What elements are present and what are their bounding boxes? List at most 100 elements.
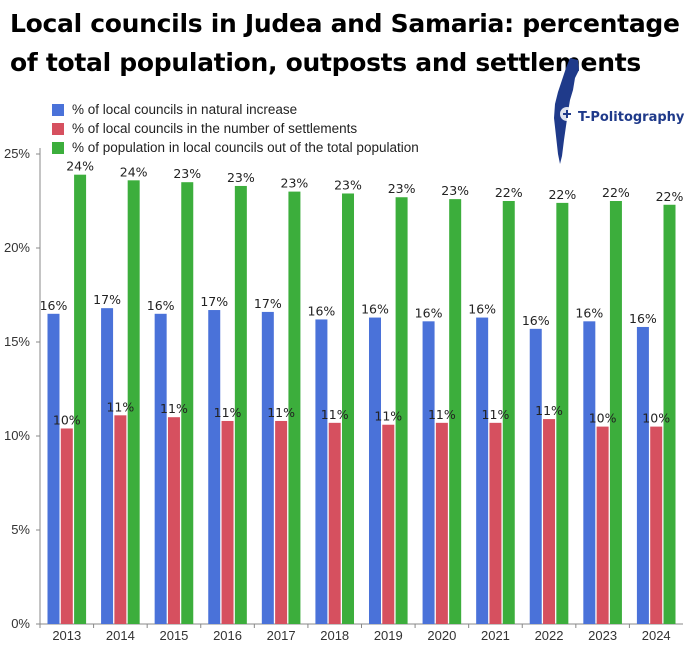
data-label: 10%: [53, 412, 81, 427]
bar-settlements-2015: [167, 417, 180, 624]
data-label: 16%: [361, 302, 389, 317]
y-tick-label: 25%: [4, 146, 30, 161]
bar-settlements-2020: [435, 422, 448, 624]
logo-text: T-Politography: [578, 110, 685, 125]
bar-natural-increase-2014: [101, 308, 114, 624]
bar-natural-increase-2015: [154, 313, 167, 624]
data-label: 16%: [468, 302, 496, 317]
x-tick-label: 2013: [52, 628, 81, 643]
data-label: 22%: [548, 187, 576, 202]
y-tick-label: 10%: [4, 428, 30, 443]
data-label: 22%: [602, 185, 630, 200]
bar-settlements-2014: [114, 415, 127, 624]
legend-item-natural-increase: % of local councils in natural increase: [52, 100, 419, 119]
legend-item-settlements: % of local councils in the number of set…: [52, 119, 419, 138]
data-label: 11%: [160, 401, 188, 416]
bar-population-2020: [449, 199, 462, 624]
bar-natural-increase-2017: [261, 311, 274, 624]
x-tick-label: 2014: [106, 628, 135, 643]
legend: % of local councils in natural increase …: [52, 100, 419, 157]
bar-natural-increase-2024: [636, 326, 649, 624]
bar-population-2024: [663, 204, 676, 624]
bar-settlements-2023: [596, 426, 609, 624]
data-label: 22%: [495, 185, 523, 200]
bar-population-2018: [342, 193, 355, 625]
data-label: 11%: [267, 405, 295, 420]
x-tick-label: 2021: [481, 628, 510, 643]
data-label: 24%: [66, 159, 94, 174]
data-label: 23%: [227, 170, 255, 185]
x-tick-label: 2019: [374, 628, 403, 643]
legend-label: % of local councils in the number of set…: [72, 121, 358, 136]
bar-settlements-2022: [543, 419, 556, 624]
data-label: 17%: [93, 292, 121, 307]
bar-population-2014: [127, 180, 140, 624]
bar-natural-increase-2020: [422, 321, 435, 624]
bar-population-2021: [502, 201, 515, 624]
chart-title: Local councils in Judea and Samaria: per…: [10, 9, 680, 77]
data-label: 16%: [575, 305, 603, 320]
x-tick-label: 2020: [427, 628, 456, 643]
x-tick-label: 2015: [159, 628, 188, 643]
data-label: 23%: [334, 177, 362, 192]
data-label: 11%: [106, 399, 134, 414]
legend-label: % of population in local councils out of…: [72, 140, 419, 155]
bar-population-2013: [74, 174, 87, 624]
x-tick-label: 2023: [588, 628, 617, 643]
data-label: 23%: [388, 181, 416, 196]
data-label: 16%: [308, 303, 336, 318]
x-tick-label: 2024: [642, 628, 671, 643]
bar-population-2023: [609, 201, 622, 624]
x-tick-label: 2022: [535, 628, 564, 643]
bar-natural-increase-2018: [315, 319, 328, 624]
bar-population-2017: [288, 191, 301, 624]
legend-swatch-red: [52, 122, 64, 135]
bar-settlements-2016: [221, 420, 234, 624]
data-label: 16%: [522, 313, 550, 328]
israel-map-logo-icon: [554, 58, 579, 164]
y-tick-label: 15%: [4, 334, 30, 349]
data-label: 16%: [147, 298, 175, 313]
bar-settlements-2018: [328, 422, 341, 624]
bar-natural-increase-2022: [529, 328, 542, 624]
x-tick-label: 2017: [267, 628, 296, 643]
bar-natural-increase-2019: [368, 317, 381, 624]
bar-settlements-2019: [382, 424, 395, 624]
data-label: 11%: [428, 407, 456, 422]
data-label: 17%: [254, 296, 282, 311]
data-label: 23%: [281, 176, 309, 191]
y-tick-label: 20%: [4, 240, 30, 255]
bar-population-2016: [234, 185, 247, 624]
bar-settlements-2013: [60, 428, 73, 624]
legend-item-population: % of population in local councils out of…: [52, 138, 419, 157]
legend-swatch-blue: [52, 103, 64, 116]
bar-population-2022: [556, 202, 569, 624]
data-label: 24%: [120, 164, 148, 179]
legend-swatch-green: [52, 141, 64, 154]
data-label: 22%: [656, 189, 684, 204]
data-label: 16%: [415, 305, 443, 320]
data-label: 11%: [535, 403, 563, 418]
data-label: 11%: [214, 405, 242, 420]
data-label: 23%: [441, 183, 469, 198]
bar-natural-increase-2013: [47, 313, 60, 624]
bar-natural-increase-2023: [583, 321, 596, 624]
bar-population-2015: [181, 182, 194, 624]
x-tick-label: 2016: [213, 628, 242, 643]
data-label: 17%: [200, 294, 228, 309]
data-label: 23%: [173, 166, 201, 181]
data-label: 10%: [642, 411, 670, 426]
data-label: 11%: [482, 407, 510, 422]
data-label: 16%: [40, 298, 68, 313]
bar-settlements-2021: [489, 422, 502, 624]
bar-population-2019: [395, 197, 408, 625]
y-tick-label: 0%: [11, 616, 30, 631]
data-label: 11%: [321, 407, 349, 422]
bar-natural-increase-2021: [476, 317, 489, 624]
data-label: 10%: [589, 411, 617, 426]
data-label: 11%: [374, 409, 402, 424]
bar-natural-increase-2016: [208, 310, 221, 624]
y-tick-label: 5%: [11, 522, 30, 537]
data-label: 16%: [629, 311, 657, 326]
